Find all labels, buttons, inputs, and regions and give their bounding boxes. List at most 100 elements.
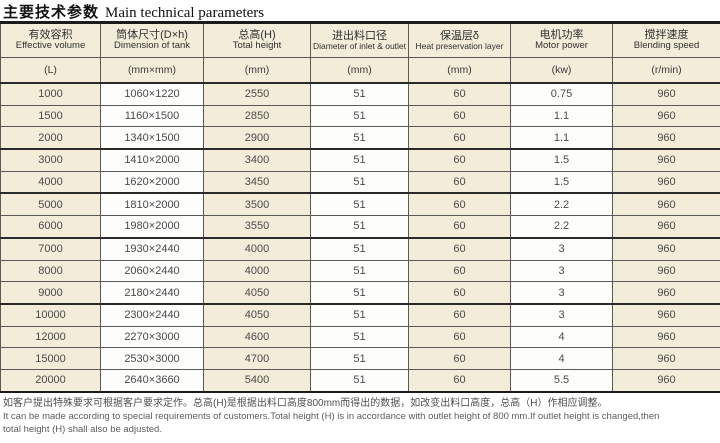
table-cell: 1810×2000	[100, 192, 204, 217]
table-cell: 1060×1220	[100, 82, 204, 106]
table-cell: 2000	[0, 126, 101, 151]
table-cell: 51	[310, 368, 409, 393]
table-cell: 960	[612, 303, 720, 327]
table-cell: 5.5	[510, 368, 613, 393]
header-row: 有效容积 Effective volume 筒体尺寸(D×h) Dimension o…	[0, 22, 720, 58]
table-cell: 4700	[203, 347, 311, 370]
table-cell: 3	[510, 303, 613, 327]
table-cell: 60	[408, 303, 511, 327]
table-cell: 960	[612, 192, 720, 217]
table-cell: 1620×2000	[100, 170, 204, 195]
table-cell: 1500	[0, 104, 101, 128]
footnote-zh: 如客户提出特殊要求可根据客户要求定作。总高(H)是根据出料口高度800mm而得出…	[3, 397, 608, 409]
column-header-zh: 保温层δ	[439, 29, 480, 42]
table-cell: 4	[510, 347, 613, 370]
table-cell: 960	[612, 368, 720, 393]
table-cell: 60	[408, 368, 511, 393]
table-cell: 2270×3000	[100, 325, 204, 349]
table-row: 1000 1060×1220 2550 51 60 0.75 960	[0, 82, 720, 106]
table-cell: 51	[310, 215, 409, 239]
column-header-zh: 搅拌速度	[644, 29, 689, 42]
table-cell: 960	[612, 126, 720, 151]
table-cell: 2550	[203, 82, 311, 106]
table-body: 1000 1060×1220 2550 51 60 0.75 960 1500 1160×150…	[0, 82, 720, 393]
technical-parameters-table: 有效容积 Effective volume 筒体尺寸(D×h) Dimension o…	[0, 21, 720, 393]
column-header-zh: 总高(H)	[238, 29, 276, 42]
table-cell: 960	[612, 170, 720, 195]
table-cell: 51	[310, 347, 409, 370]
table-cell: 60	[408, 215, 511, 239]
column-header-en: Total height	[232, 40, 282, 52]
table-row: 3000 1410×2000 3400 51 60 1.5 960	[0, 148, 720, 172]
table-cell: 960	[612, 325, 720, 349]
table-cell: 3400	[203, 148, 311, 172]
table-cell: 1.1	[510, 104, 613, 128]
table-cell: 4000	[203, 237, 311, 261]
table-cell: 51	[310, 148, 409, 172]
column-header: 保温层δ Heat preservation layer	[408, 22, 511, 58]
table-cell: 2.2	[510, 215, 613, 239]
column-header-en: Dimension of tank	[113, 40, 191, 52]
table-cell: 1.5	[510, 170, 613, 195]
table-cell: 51	[310, 82, 409, 106]
table-cell: 60	[408, 126, 511, 151]
table-cell: 60	[408, 259, 511, 283]
column-header-zh: 筒体尺寸(D×h)	[116, 29, 188, 42]
table-cell: 60	[408, 281, 511, 305]
table-cell: 2640×3660	[100, 368, 204, 393]
table-cell: 960	[612, 281, 720, 305]
table-cell: 4050	[203, 303, 311, 327]
footnote-en-line2: total height (H) shall also be adjusted.	[3, 423, 162, 435]
table-cell: 2900	[203, 126, 311, 151]
column-unit: (mm×mm)	[100, 57, 204, 84]
table-cell: 12000	[0, 325, 101, 349]
table-cell: 51	[310, 303, 409, 327]
footnote-en-line1: It can be made according to special requ…	[3, 410, 660, 422]
table-cell: 960	[612, 237, 720, 261]
table-cell: 4000	[203, 259, 311, 283]
table-cell: 51	[310, 259, 409, 283]
column-unit: (mm)	[408, 57, 511, 84]
table-row: 12000 2270×3000 4600 51 60 4 960	[0, 325, 720, 349]
table-row: 9000 2180×2440 4050 51 60 3 960	[0, 281, 720, 305]
table-cell: 60	[408, 170, 511, 195]
table-cell: 60	[408, 237, 511, 261]
table-cell: 4050	[203, 281, 311, 305]
table-cell: 60	[408, 347, 511, 370]
table-cell: 5000	[0, 192, 101, 217]
table-cell: 3000	[0, 148, 101, 172]
table-cell: 2530×3000	[100, 347, 204, 370]
column-header: 电机功率 Motor power	[510, 22, 613, 58]
table-row: 8000 2060×2440 4000 51 60 3 960	[0, 259, 720, 283]
table-cell: 1930×2440	[100, 237, 204, 261]
column-header-en: Effective volume	[15, 40, 86, 52]
table-row: 1500 1160×1500 2850 51 60 1.1 960	[0, 104, 720, 128]
column-header-en: Blending speed	[633, 40, 700, 52]
column-header-zh: 有效容积	[28, 29, 73, 42]
column-header: 有效容积 Effective volume	[0, 22, 101, 58]
table-cell: 3	[510, 259, 613, 283]
table-row: 20000 2640×3660 5400 51 60 5.5 960	[0, 368, 720, 393]
table-cell: 3500	[203, 192, 311, 217]
table-cell: 1.1	[510, 126, 613, 151]
table-cell: 7000	[0, 237, 101, 261]
column-header-en: Motor power	[535, 40, 588, 52]
table-cell: 9000	[0, 281, 101, 305]
table-row: 10000 2300×2440 4050 51 60 3 960	[0, 303, 720, 327]
column-unit: (mm)	[310, 57, 409, 84]
table-cell: 60	[408, 148, 511, 172]
table-cell: 1340×1500	[100, 126, 204, 151]
table-cell: 960	[612, 347, 720, 370]
page-title-zh: 主要技术参数	[3, 4, 100, 21]
table-cell: 2060×2440	[100, 259, 204, 283]
table-cell: 0.75	[510, 82, 613, 106]
table-cell: 60	[408, 325, 511, 349]
column-header: 搅拌速度 Blending speed	[612, 22, 720, 58]
table-cell: 4	[510, 325, 613, 349]
table-cell: 3	[510, 237, 613, 261]
table-row: 4000 1620×2000 3450 51 60 1.5 960	[0, 170, 720, 195]
table-row: 15000 2530×3000 4700 51 60 4 960	[0, 347, 720, 370]
table-cell: 51	[310, 281, 409, 305]
column-header-en: Heat preservation layer	[415, 40, 504, 51]
table-cell: 60	[408, 192, 511, 217]
